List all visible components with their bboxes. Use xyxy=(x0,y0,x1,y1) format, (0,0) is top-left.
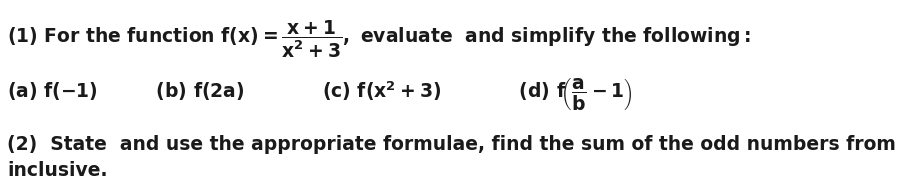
Text: $\bf{(1)\ For\ the\ function\ f(x) = \dfrac{x+1}{x^2+3},\ evaluate\ \ and\ simpl: $\bf{(1)\ For\ the\ function\ f(x) = \df… xyxy=(7,19,752,60)
Text: (2)  State  and use the appropriate formulae, find the sum of the odd numbers fr: (2) State and use the appropriate formul… xyxy=(7,135,897,154)
Text: $\bf{(a)\ f(-1)}$$\quad\quad\quad$$\bf{(b)\ f(2a)}$$\quad\quad\quad\quad$$\bf{(c: $\bf{(a)\ f(-1)}$$\quad\quad\quad$$\bf{(… xyxy=(7,76,633,112)
Text: inclusive.: inclusive. xyxy=(7,161,108,178)
